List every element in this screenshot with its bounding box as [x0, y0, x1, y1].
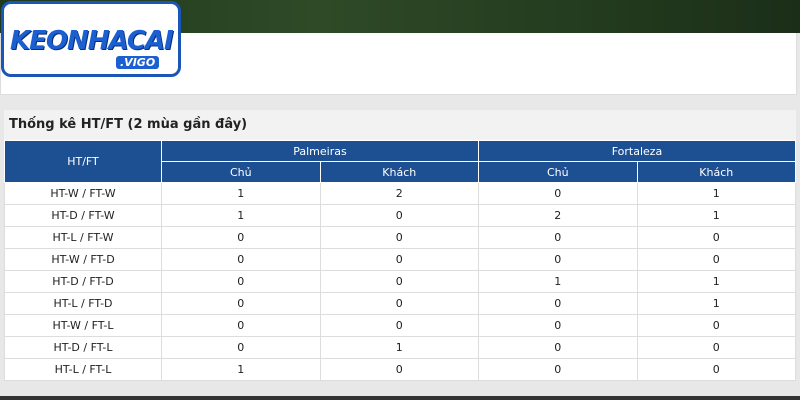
- cell-value: 0: [319, 314, 479, 337]
- table-head: HT/FT Palmeiras Fortaleza Chủ Khách Chủ Khách: [4, 140, 796, 183]
- row-label: HT-W / FT-D: [4, 248, 162, 271]
- row-label: HT-L / FT-W: [4, 226, 162, 249]
- row-label: HT-D / FT-D: [4, 270, 162, 293]
- cell-value: 2: [478, 204, 638, 227]
- cell-value: 0: [161, 292, 321, 315]
- cell-value: 0: [478, 358, 638, 381]
- data-row: HT-W / FT-L 0 0 0 0: [4, 314, 796, 337]
- cell-value: 1: [161, 182, 321, 205]
- cell-value: 0: [161, 314, 321, 337]
- data-row: HT-L / FT-W 0 0 0 0: [4, 226, 796, 249]
- corner-header: HT/FT: [4, 140, 162, 183]
- data-row: HT-D / FT-D 0 0 1 1: [4, 270, 796, 293]
- row-label: HT-D / FT-W: [4, 204, 162, 227]
- cell-value: 1: [636, 204, 796, 227]
- logo-brand: KEONHACAI: [10, 26, 174, 56]
- row-label: HT-L / FT-L: [4, 358, 162, 381]
- row-label: HT-L / FT-D: [4, 292, 162, 315]
- sub-header: Chủ: [161, 161, 321, 183]
- cell-value: 0: [636, 314, 796, 337]
- table-body: HT-W / FT-W 1 2 0 1 HT-D / FT-W 1 0 2 1 HT-L / FT-…: [4, 182, 796, 381]
- stats-section: Thống kê HT/FT (2 mùa gần đây) HT/FT Palm…: [4, 110, 796, 381]
- cell-value: 1: [161, 204, 321, 227]
- cell-value: 0: [636, 358, 796, 381]
- cell-value: 0: [478, 182, 638, 205]
- data-row: HT-D / FT-W 1 0 2 1: [4, 204, 796, 227]
- cell-value: 0: [319, 226, 479, 249]
- cell-value: 0: [478, 248, 638, 271]
- cell-value: 0: [319, 204, 479, 227]
- cell-value: 0: [478, 226, 638, 249]
- cell-value: 1: [636, 292, 796, 315]
- cell-value: 0: [161, 336, 321, 359]
- sub-header: Chủ: [478, 161, 638, 183]
- data-row: HT-D / FT-L 0 1 0 0: [4, 336, 796, 359]
- cell-value: 0: [636, 248, 796, 271]
- logo[interactable]: KEONHACAI .VIGO: [1, 1, 181, 77]
- row-label: HT-W / FT-L: [4, 314, 162, 337]
- cell-value: 0: [161, 248, 321, 271]
- cell-value: 0: [319, 248, 479, 271]
- cell-value: 0: [478, 336, 638, 359]
- team-header: Palmeiras: [161, 140, 479, 162]
- data-row: HT-L / FT-D 0 0 0 1: [4, 292, 796, 315]
- cell-value: 0: [478, 292, 638, 315]
- cell-value: 1: [636, 270, 796, 293]
- bottom-bar: [0, 396, 800, 400]
- data-row: HT-W / FT-W 1 2 0 1: [4, 182, 796, 205]
- cell-value: 0: [319, 270, 479, 293]
- cell-value: 0: [319, 292, 479, 315]
- sub-header: Khách: [319, 161, 479, 183]
- cell-value: 1: [319, 336, 479, 359]
- cell-value: 0: [636, 336, 796, 359]
- section-title: Thống kê HT/FT (2 mùa gần đây): [4, 110, 796, 140]
- logo-suffix: .VIGO: [116, 56, 160, 69]
- data-row: HT-L / FT-L 1 0 0 0: [4, 358, 796, 381]
- data-row: HT-W / FT-D 0 0 0 0: [4, 248, 796, 271]
- team-header: Fortaleza: [478, 140, 796, 162]
- cell-value: 0: [478, 314, 638, 337]
- cell-value: 1: [636, 182, 796, 205]
- subheader-row: Chủ Khách Chủ Khách: [5, 161, 796, 183]
- cell-value: 1: [478, 270, 638, 293]
- cell-value: 2: [319, 182, 479, 205]
- row-label: HT-W / FT-W: [4, 182, 162, 205]
- cell-value: 0: [161, 226, 321, 249]
- row-label: HT-D / FT-L: [4, 336, 162, 359]
- cell-value: 1: [161, 358, 321, 381]
- header-row: HT/FT Palmeiras Fortaleza: [4, 140, 796, 183]
- cell-value: 0: [319, 358, 479, 381]
- cell-value: 0: [161, 270, 321, 293]
- cell-value: 0: [636, 226, 796, 249]
- sub-header: Khách: [636, 161, 796, 183]
- stats-table: HT/FT Palmeiras Fortaleza Chủ Khách Chủ Khách …: [4, 140, 796, 381]
